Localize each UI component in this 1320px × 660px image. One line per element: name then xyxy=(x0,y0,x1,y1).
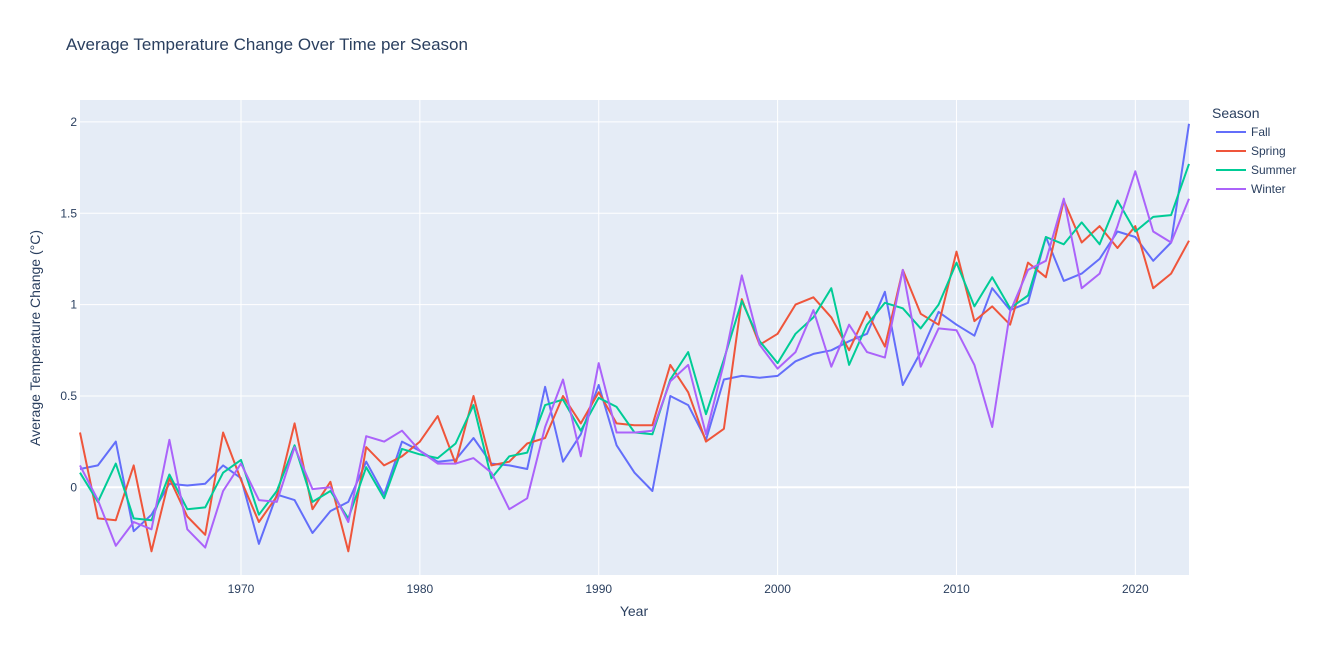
series-lines xyxy=(79,123,1190,553)
x-axis-title: Year xyxy=(620,603,649,619)
series-line-spring xyxy=(79,199,1190,553)
legend-label: Summer xyxy=(1251,163,1296,177)
legend-item-winter[interactable]: Winter xyxy=(1216,182,1286,196)
x-axis-ticks: 1970 1980 1990 2000 2010 2020 xyxy=(228,582,1149,596)
x-tick-label: 2000 xyxy=(764,582,791,596)
y-tick-label: 1.5 xyxy=(60,206,77,220)
y-axis-title: Average Temperature Change (°C) xyxy=(27,230,43,446)
y-axis-ticks: 0 0.5 1 1.5 2 xyxy=(60,115,77,494)
y-tick-label: 1 xyxy=(70,298,77,312)
x-tick-label: 1970 xyxy=(228,582,255,596)
legend-label: Fall xyxy=(1251,125,1270,139)
y-tick-label: 0.5 xyxy=(60,389,77,403)
y-tick-label: 0 xyxy=(70,480,77,494)
chart-title: Average Temperature Change Over Time per… xyxy=(66,35,468,54)
x-tick-label: 2020 xyxy=(1122,582,1149,596)
legend-item-fall[interactable]: Fall xyxy=(1216,125,1270,139)
legend-items: Fall Spring Summer Winter xyxy=(1216,125,1296,196)
legend: Season Fall Spring Summer Winter xyxy=(1212,105,1296,196)
legend-title: Season xyxy=(1212,105,1259,121)
legend-label: Winter xyxy=(1251,182,1286,196)
y-tick-label: 2 xyxy=(70,115,77,129)
x-tick-label: 1990 xyxy=(585,582,612,596)
legend-item-summer[interactable]: Summer xyxy=(1216,163,1296,177)
series-line-fall xyxy=(79,123,1190,545)
x-tick-label: 1980 xyxy=(407,582,434,596)
series-line-winter xyxy=(79,170,1190,549)
grid-lines xyxy=(80,100,1189,575)
x-tick-label: 2010 xyxy=(943,582,970,596)
legend-item-spring[interactable]: Spring xyxy=(1216,144,1286,158)
plot-area xyxy=(80,100,1189,575)
legend-label: Spring xyxy=(1251,144,1286,158)
